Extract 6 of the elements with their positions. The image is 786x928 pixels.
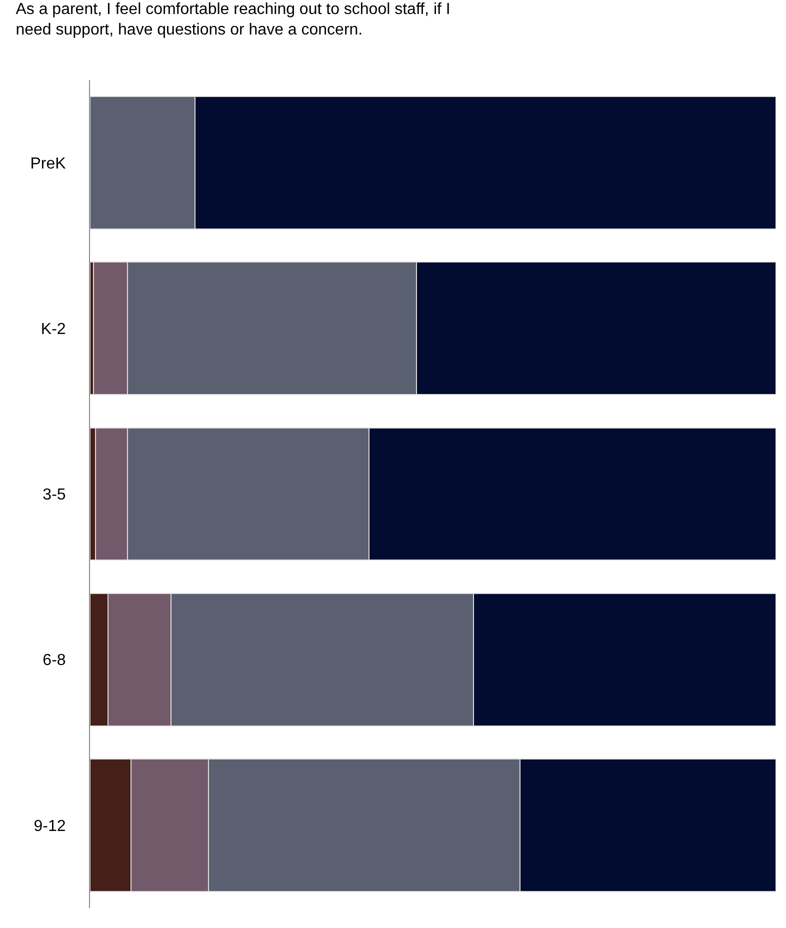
y-tick-label: 6-8 bbox=[42, 652, 66, 670]
y-tick-label: PreK bbox=[30, 155, 66, 172]
y-tick-label: 9-12 bbox=[34, 818, 66, 835]
y-tick-label: 3-5 bbox=[42, 486, 66, 504]
y-tick-label: K-2 bbox=[40, 321, 66, 338]
chart-title: As a parent, I feel comfortable reaching out to school staff, if I need support, have questions or have a concern. bbox=[16, 0, 450, 39]
